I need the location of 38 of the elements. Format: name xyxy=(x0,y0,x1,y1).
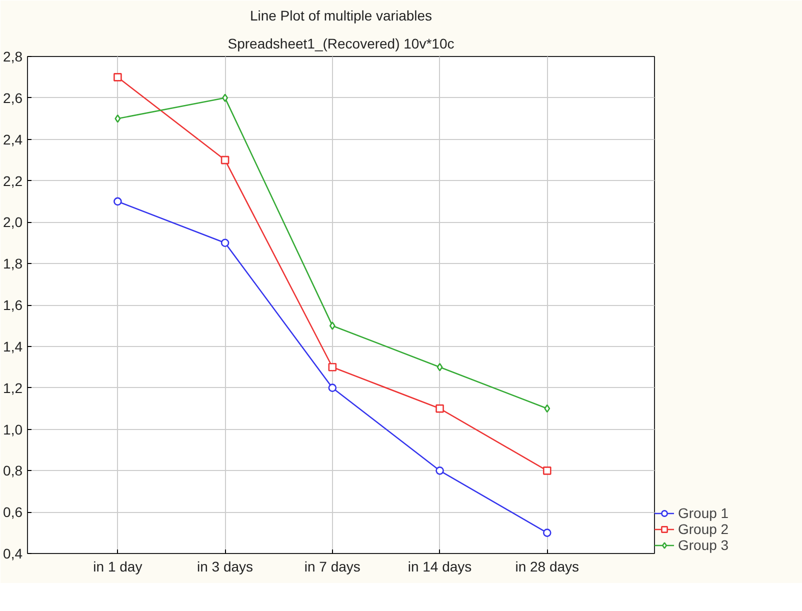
point xyxy=(220,156,230,164)
legend-label: Group 1 xyxy=(678,505,729,521)
chart-title: Line Plot of multiple variables xyxy=(250,8,432,24)
point xyxy=(328,362,337,372)
point xyxy=(114,73,122,82)
point xyxy=(114,197,122,206)
y-tick-label: 1,8 xyxy=(3,256,23,272)
x-tick-label: in 7 days xyxy=(304,558,360,574)
x-tick-label: in 1 day xyxy=(93,558,142,574)
y-tick-label: 2,4 xyxy=(3,131,23,148)
point xyxy=(542,528,552,537)
point xyxy=(436,404,444,413)
y-tick-label: 0,6 xyxy=(3,504,23,520)
y-tick-label: 1,2 xyxy=(3,380,23,396)
point xyxy=(436,466,444,475)
x-tick-label: in 3 days xyxy=(197,558,254,574)
y-tick-label: 2,2 xyxy=(3,172,23,189)
legend-label: Group 2 xyxy=(678,521,729,537)
point xyxy=(220,238,230,248)
y-tick-label: 2,8 xyxy=(3,48,23,64)
point xyxy=(544,404,550,413)
point xyxy=(542,466,552,475)
x-tick-label: in 28 days xyxy=(515,558,580,574)
point xyxy=(328,384,337,392)
point xyxy=(436,362,443,372)
y-tick-label: 2,0 xyxy=(3,214,23,230)
x-tick-label: in 14 days xyxy=(408,558,472,574)
legend-label: Group 3 xyxy=(678,537,729,553)
point xyxy=(222,94,228,102)
y-tick-label: 2,6 xyxy=(3,90,23,106)
y-tick-label: 0,8 xyxy=(3,462,23,479)
point xyxy=(329,322,336,330)
y-tick-label: 1,4 xyxy=(3,338,23,354)
y-tick-label: 1,6 xyxy=(3,297,23,313)
point xyxy=(114,114,121,123)
y-tick-label: 1,0 xyxy=(3,421,23,438)
y-tick-label: 0,4 xyxy=(3,546,23,562)
chart-subtitle: Spreadsheet1_(Recovered) 10v*10c xyxy=(228,36,454,52)
